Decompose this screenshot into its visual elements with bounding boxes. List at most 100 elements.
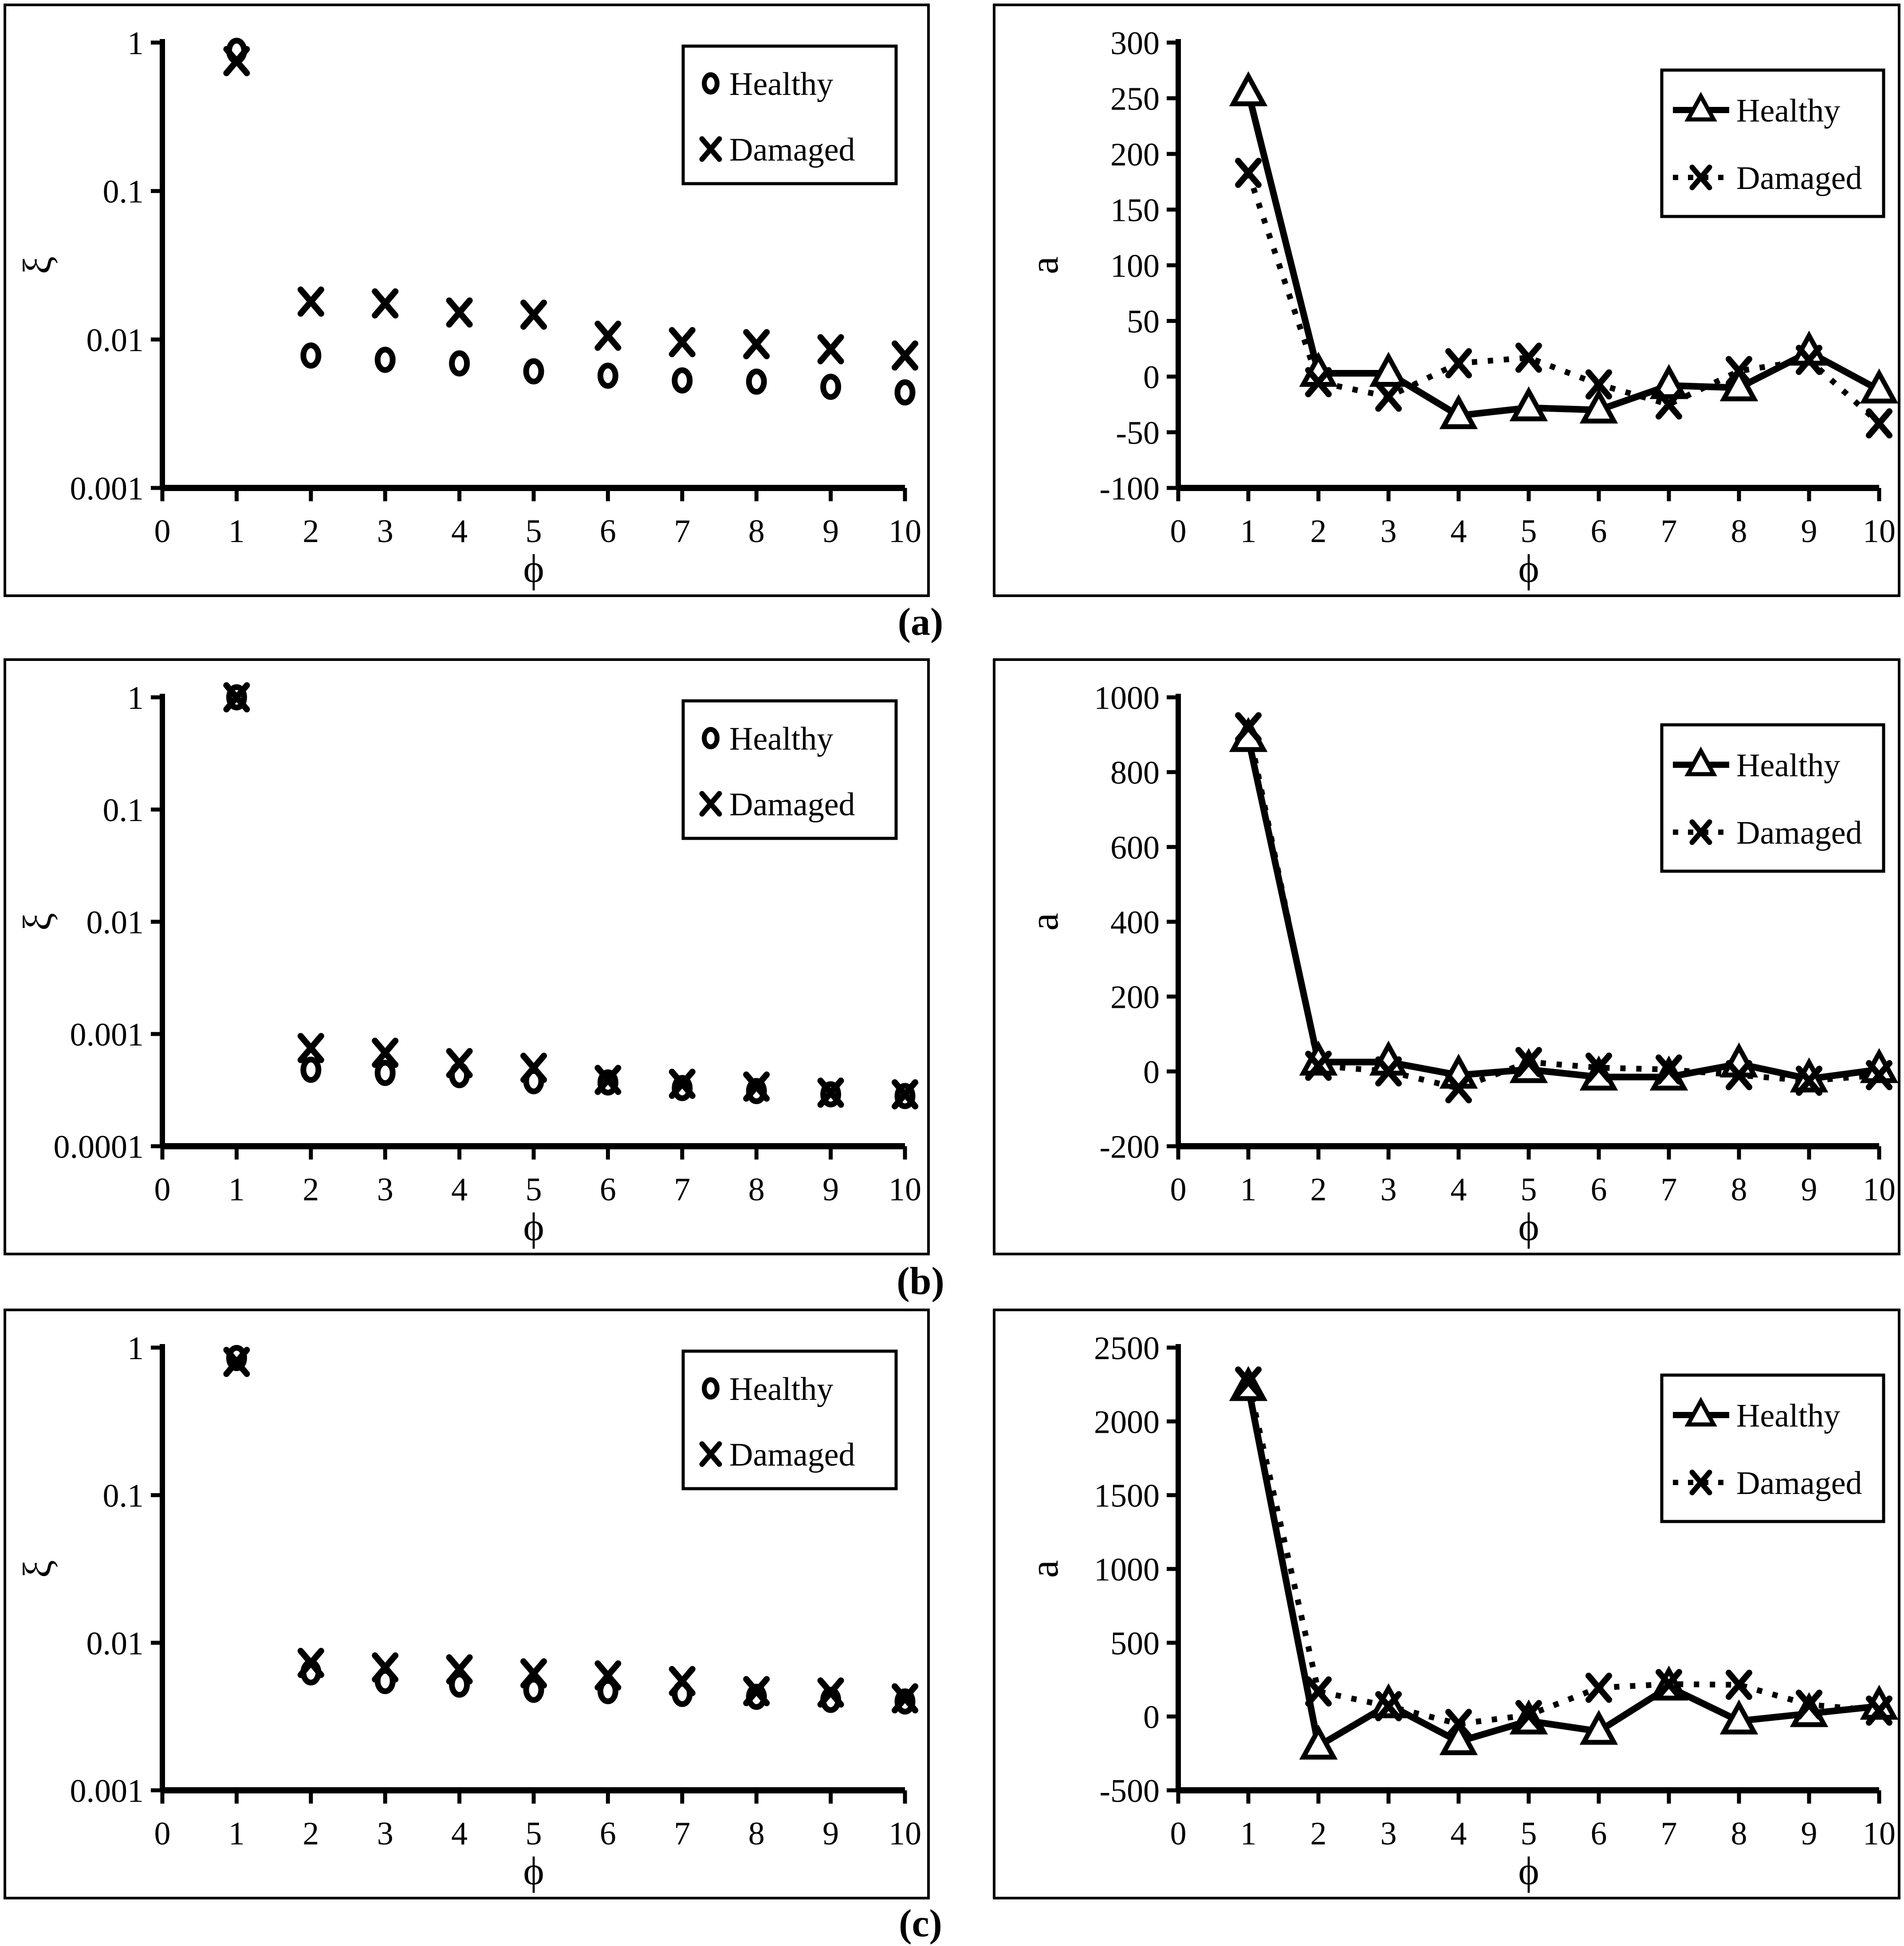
x-tick-label: 6 [1591, 513, 1607, 550]
data-point-damaged [1656, 1669, 1682, 1699]
x-tick-label: 1 [1240, 1816, 1257, 1852]
x-tick-label: 6 [1591, 1816, 1607, 1852]
y-tick-label: 1 [127, 25, 144, 62]
y-tick-label: 0.001 [70, 471, 144, 507]
data-point-damaged [1375, 381, 1402, 412]
legend-marker-damaged [699, 1441, 722, 1467]
x-tick-label: 10 [889, 513, 921, 550]
y-tick-label: 0.01 [87, 322, 144, 358]
y-tick-label: 100 [1110, 248, 1160, 284]
data-point-damaged [1656, 1054, 1682, 1085]
x-tick-label: 10 [1863, 1816, 1896, 1852]
data-point-healthy [523, 358, 544, 385]
x-tick-label: 6 [600, 513, 616, 550]
x-tick-label: 10 [1863, 1172, 1896, 1208]
x-tick-label: 8 [748, 1816, 765, 1852]
y-tick-label: 0.01 [87, 904, 144, 941]
y-tick-label: 2500 [1094, 1330, 1160, 1367]
x-tick-label: 3 [1381, 1816, 1397, 1852]
data-point-healthy [374, 1060, 396, 1086]
data-point-healthy [894, 1688, 916, 1715]
x-tick-label: 4 [451, 1816, 468, 1852]
y-tick-label: 0 [1143, 359, 1160, 396]
data-point-damaged [594, 320, 622, 351]
series-markers-damaged [223, 1347, 918, 1714]
data-point-damaged [1515, 342, 1542, 373]
x-tick-label: 0 [154, 1816, 171, 1852]
y-tick-label: -100 [1099, 471, 1160, 507]
data-point-damaged [1445, 1073, 1472, 1104]
y-tick-label: 0.1 [103, 1478, 144, 1514]
x-tick-label: 2 [303, 513, 319, 550]
data-point-healthy [597, 1678, 618, 1704]
x-tick-label: 7 [1661, 1172, 1677, 1208]
y-tick-label: 250 [1110, 81, 1160, 118]
data-point-healthy [1439, 1720, 1478, 1755]
data-point-healthy [1579, 388, 1618, 424]
x-axis-label: ϕ [523, 1205, 544, 1249]
legend-label: Healthy [729, 66, 833, 102]
x-axis-label: ϕ [1518, 1205, 1539, 1249]
y-tick-label: 400 [1110, 904, 1160, 941]
data-point-healthy [1860, 368, 1899, 404]
x-tick-label: 2 [1310, 1816, 1327, 1852]
data-point-healthy [746, 368, 767, 395]
data-point-damaged [1445, 348, 1472, 378]
x-axis-label: ϕ [523, 547, 544, 591]
x-tick-label: 4 [1451, 1816, 1467, 1852]
y-tick-label: 0.001 [70, 1017, 144, 1053]
series-markers-damaged [223, 46, 918, 371]
chart-svg-c-left: 1 0.1 0.01 0.001 0 1 2 3 4 5 6 7 8 9 10 ϕ ξ Healthy Damage… [16, 1330, 921, 1893]
legend: Healthy Damaged [681, 44, 898, 185]
y-tick-label: -200 [1099, 1129, 1160, 1165]
legend-marker-damaged [1689, 819, 1712, 845]
y-axis-label: ξ [16, 913, 59, 931]
x-axis-label: ϕ [1518, 1849, 1539, 1893]
x-tick-label: 8 [1731, 1816, 1747, 1852]
data-point-healthy [523, 1676, 544, 1703]
chart-panel-c-right: 2500 2000 1500 1000 500 0 -500 0 1 2 3 4 5 6 7 8 9 10 ϕ a He… [993, 1309, 1900, 1899]
y-tick-label: 1 [127, 680, 144, 716]
data-point-damaged [372, 1652, 399, 1683]
data-point-damaged [743, 1676, 770, 1706]
legend-marker-damaged [699, 791, 722, 817]
data-point-healthy [1579, 1710, 1618, 1745]
data-point-damaged [1235, 712, 1262, 743]
x-tick-label: 6 [600, 1172, 616, 1208]
x-tick-label: 6 [1591, 1172, 1607, 1208]
data-point-damaged [223, 1347, 250, 1377]
y-axis-label: a [1023, 1560, 1066, 1578]
x-tick-label: 1 [228, 513, 245, 550]
data-point-healthy [449, 350, 470, 377]
data-point-healthy [226, 1345, 247, 1371]
x-tick-label: 8 [748, 513, 765, 550]
x-tick-label: 0 [1170, 513, 1187, 550]
x-tick-label: 4 [1451, 1172, 1467, 1208]
y-tick-label: 1500 [1094, 1478, 1160, 1514]
figure-label-b: (b) [897, 1260, 944, 1303]
y-tick-label: 0.1 [103, 792, 144, 829]
data-point-damaged [1796, 345, 1822, 375]
series-line-healthy [1245, 738, 1880, 1082]
x-tick-label: 4 [451, 513, 468, 550]
y-tick-label: 0.1 [103, 174, 144, 210]
data-point-damaged [892, 1079, 918, 1110]
data-point-healthy [374, 346, 396, 373]
x-tick-label: 2 [1310, 513, 1327, 550]
x-tick-label: 9 [822, 1172, 839, 1208]
data-point-healthy [1719, 1699, 1758, 1735]
y-tick-label: 0.001 [70, 1773, 144, 1809]
data-point-healthy [894, 1083, 916, 1109]
x-tick-label: 1 [228, 1172, 245, 1208]
series-line-damaged [1245, 1381, 1880, 1727]
data-point-healthy [597, 362, 618, 389]
x-tick-label: 7 [674, 1816, 690, 1852]
legend-label: Healthy [729, 1371, 833, 1407]
legend-label: Healthy [1736, 93, 1840, 129]
x-tick-label: 1 [1240, 1172, 1257, 1208]
data-point-damaged [520, 1658, 547, 1689]
legend-marker-healthy [1684, 746, 1717, 776]
legend-label: Damaged [1736, 160, 1862, 197]
legend: Healthy Damaged [681, 1349, 898, 1490]
data-point-damaged [1305, 367, 1332, 397]
